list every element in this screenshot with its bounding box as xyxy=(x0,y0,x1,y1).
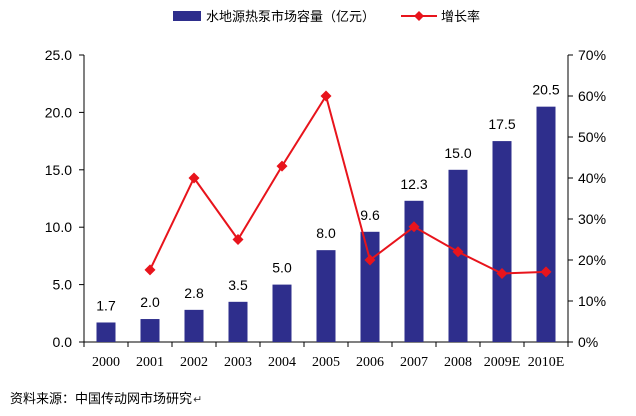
bar-2010E xyxy=(536,106,556,342)
bar-2006 xyxy=(360,231,380,342)
growth-line-series xyxy=(144,90,552,280)
growth-point-2009E xyxy=(496,268,508,280)
legend-label-market-size: 水地源热泵市场容量（亿元） xyxy=(206,9,375,25)
bar-value-label-2008: 15.0 xyxy=(444,145,471,161)
right-axis-ticks: 0% 10% 20% 30% 40% 50% 60% 70% xyxy=(568,47,606,350)
left-tick-label: 15.0 xyxy=(45,162,72,178)
category-label-2004: 2004 xyxy=(268,355,296,370)
category-label-2002: 2002 xyxy=(180,355,208,370)
bar-2005 xyxy=(316,250,336,342)
category-label-2006: 2006 xyxy=(356,355,384,370)
source-note-text: 资料来源：中国传动网市场研究 xyxy=(10,392,193,407)
bar-2003 xyxy=(228,301,248,342)
bar-2000 xyxy=(96,322,116,342)
right-tick-label: 30% xyxy=(578,211,606,227)
bar-2004 xyxy=(272,284,292,342)
combo-chart: 水地源热泵市场容量（亿元） 增长率 0.0 5.0 10.0 15.0 20.0 25.0… xyxy=(45,9,606,370)
bar-2007 xyxy=(404,200,424,342)
left-tick-label: 25.0 xyxy=(45,47,72,63)
bar-2009E xyxy=(492,141,512,342)
growth-point-2008 xyxy=(452,246,464,258)
growth-point-2001 xyxy=(144,264,156,276)
category-label-2010E: 2010E xyxy=(528,355,565,370)
category-label-2003: 2003 xyxy=(224,355,252,370)
bar-value-label-2009E: 17.5 xyxy=(488,116,515,132)
right-tick-label: 60% xyxy=(578,88,606,104)
left-tick-label: 20.0 xyxy=(45,104,72,120)
growth-rate-line xyxy=(149,93,547,275)
right-tick-label: 0% xyxy=(578,334,598,350)
bar-2001 xyxy=(140,319,160,342)
category-label-2000: 2000 xyxy=(92,355,120,370)
right-tick-label: 50% xyxy=(578,129,606,145)
bar-value-label-2001: 2.0 xyxy=(140,294,160,310)
growth-point-2004 xyxy=(276,160,288,172)
growth-point-2006 xyxy=(364,254,376,266)
left-tick-label: 0.0 xyxy=(53,334,73,350)
category-label-2001: 2001 xyxy=(136,355,164,370)
legend-label-growth-rate: 增长率 xyxy=(441,9,480,25)
growth-point-2003 xyxy=(232,234,244,245)
source-note: 资料来源：中国传动网市场研究↵ xyxy=(10,388,202,407)
legend-swatch-growth-marker xyxy=(414,11,424,21)
growth-point-2010E xyxy=(540,266,552,278)
category-axis-labels: 2000 2001 2002 2003 2004 2005 2006 2007 2008 2009… xyxy=(83,342,569,370)
return-mark-icon: ↵ xyxy=(193,393,203,406)
growth-point-2002 xyxy=(188,172,200,184)
category-label-2008: 2008 xyxy=(444,355,472,370)
right-tick-label: 40% xyxy=(578,170,606,186)
bar-value-label-2003: 3.5 xyxy=(228,277,248,293)
legend: 水地源热泵市场容量（亿元） 增长率 xyxy=(173,9,480,25)
right-tick-label: 70% xyxy=(578,47,606,63)
growth-point-2005 xyxy=(320,90,332,102)
left-tick-label: 5.0 xyxy=(53,277,73,293)
left-axis-ticks: 0.0 5.0 10.0 15.0 20.0 25.0 xyxy=(45,47,84,350)
category-label-2007: 2007 xyxy=(400,355,428,370)
bar-value-label-2006: 9.6 xyxy=(360,207,380,223)
bar-data-labels: 1.7 2.0 2.8 3.5 5.0 8.0 9.6 12.3 15.0 17.5 20.5 xyxy=(96,82,560,314)
bar-value-label-2005: 8.0 xyxy=(316,225,336,241)
growth-point-2007 xyxy=(408,221,420,233)
category-label-2005: 2005 xyxy=(312,355,340,370)
left-tick-label: 10.0 xyxy=(45,219,72,235)
bar-2002 xyxy=(184,309,204,342)
category-label-2009E: 2009E xyxy=(484,355,521,370)
bar-value-label-2000: 1.7 xyxy=(96,297,116,313)
bar-value-label-2002: 2.8 xyxy=(184,285,204,301)
right-tick-label: 10% xyxy=(578,293,606,309)
bar-value-label-2004: 5.0 xyxy=(272,260,292,276)
bar-value-label-2010E: 20.5 xyxy=(532,82,559,98)
right-tick-label: 20% xyxy=(578,252,606,268)
bar-value-label-2007: 12.3 xyxy=(400,176,427,192)
legend-swatch-market-size xyxy=(173,11,201,21)
